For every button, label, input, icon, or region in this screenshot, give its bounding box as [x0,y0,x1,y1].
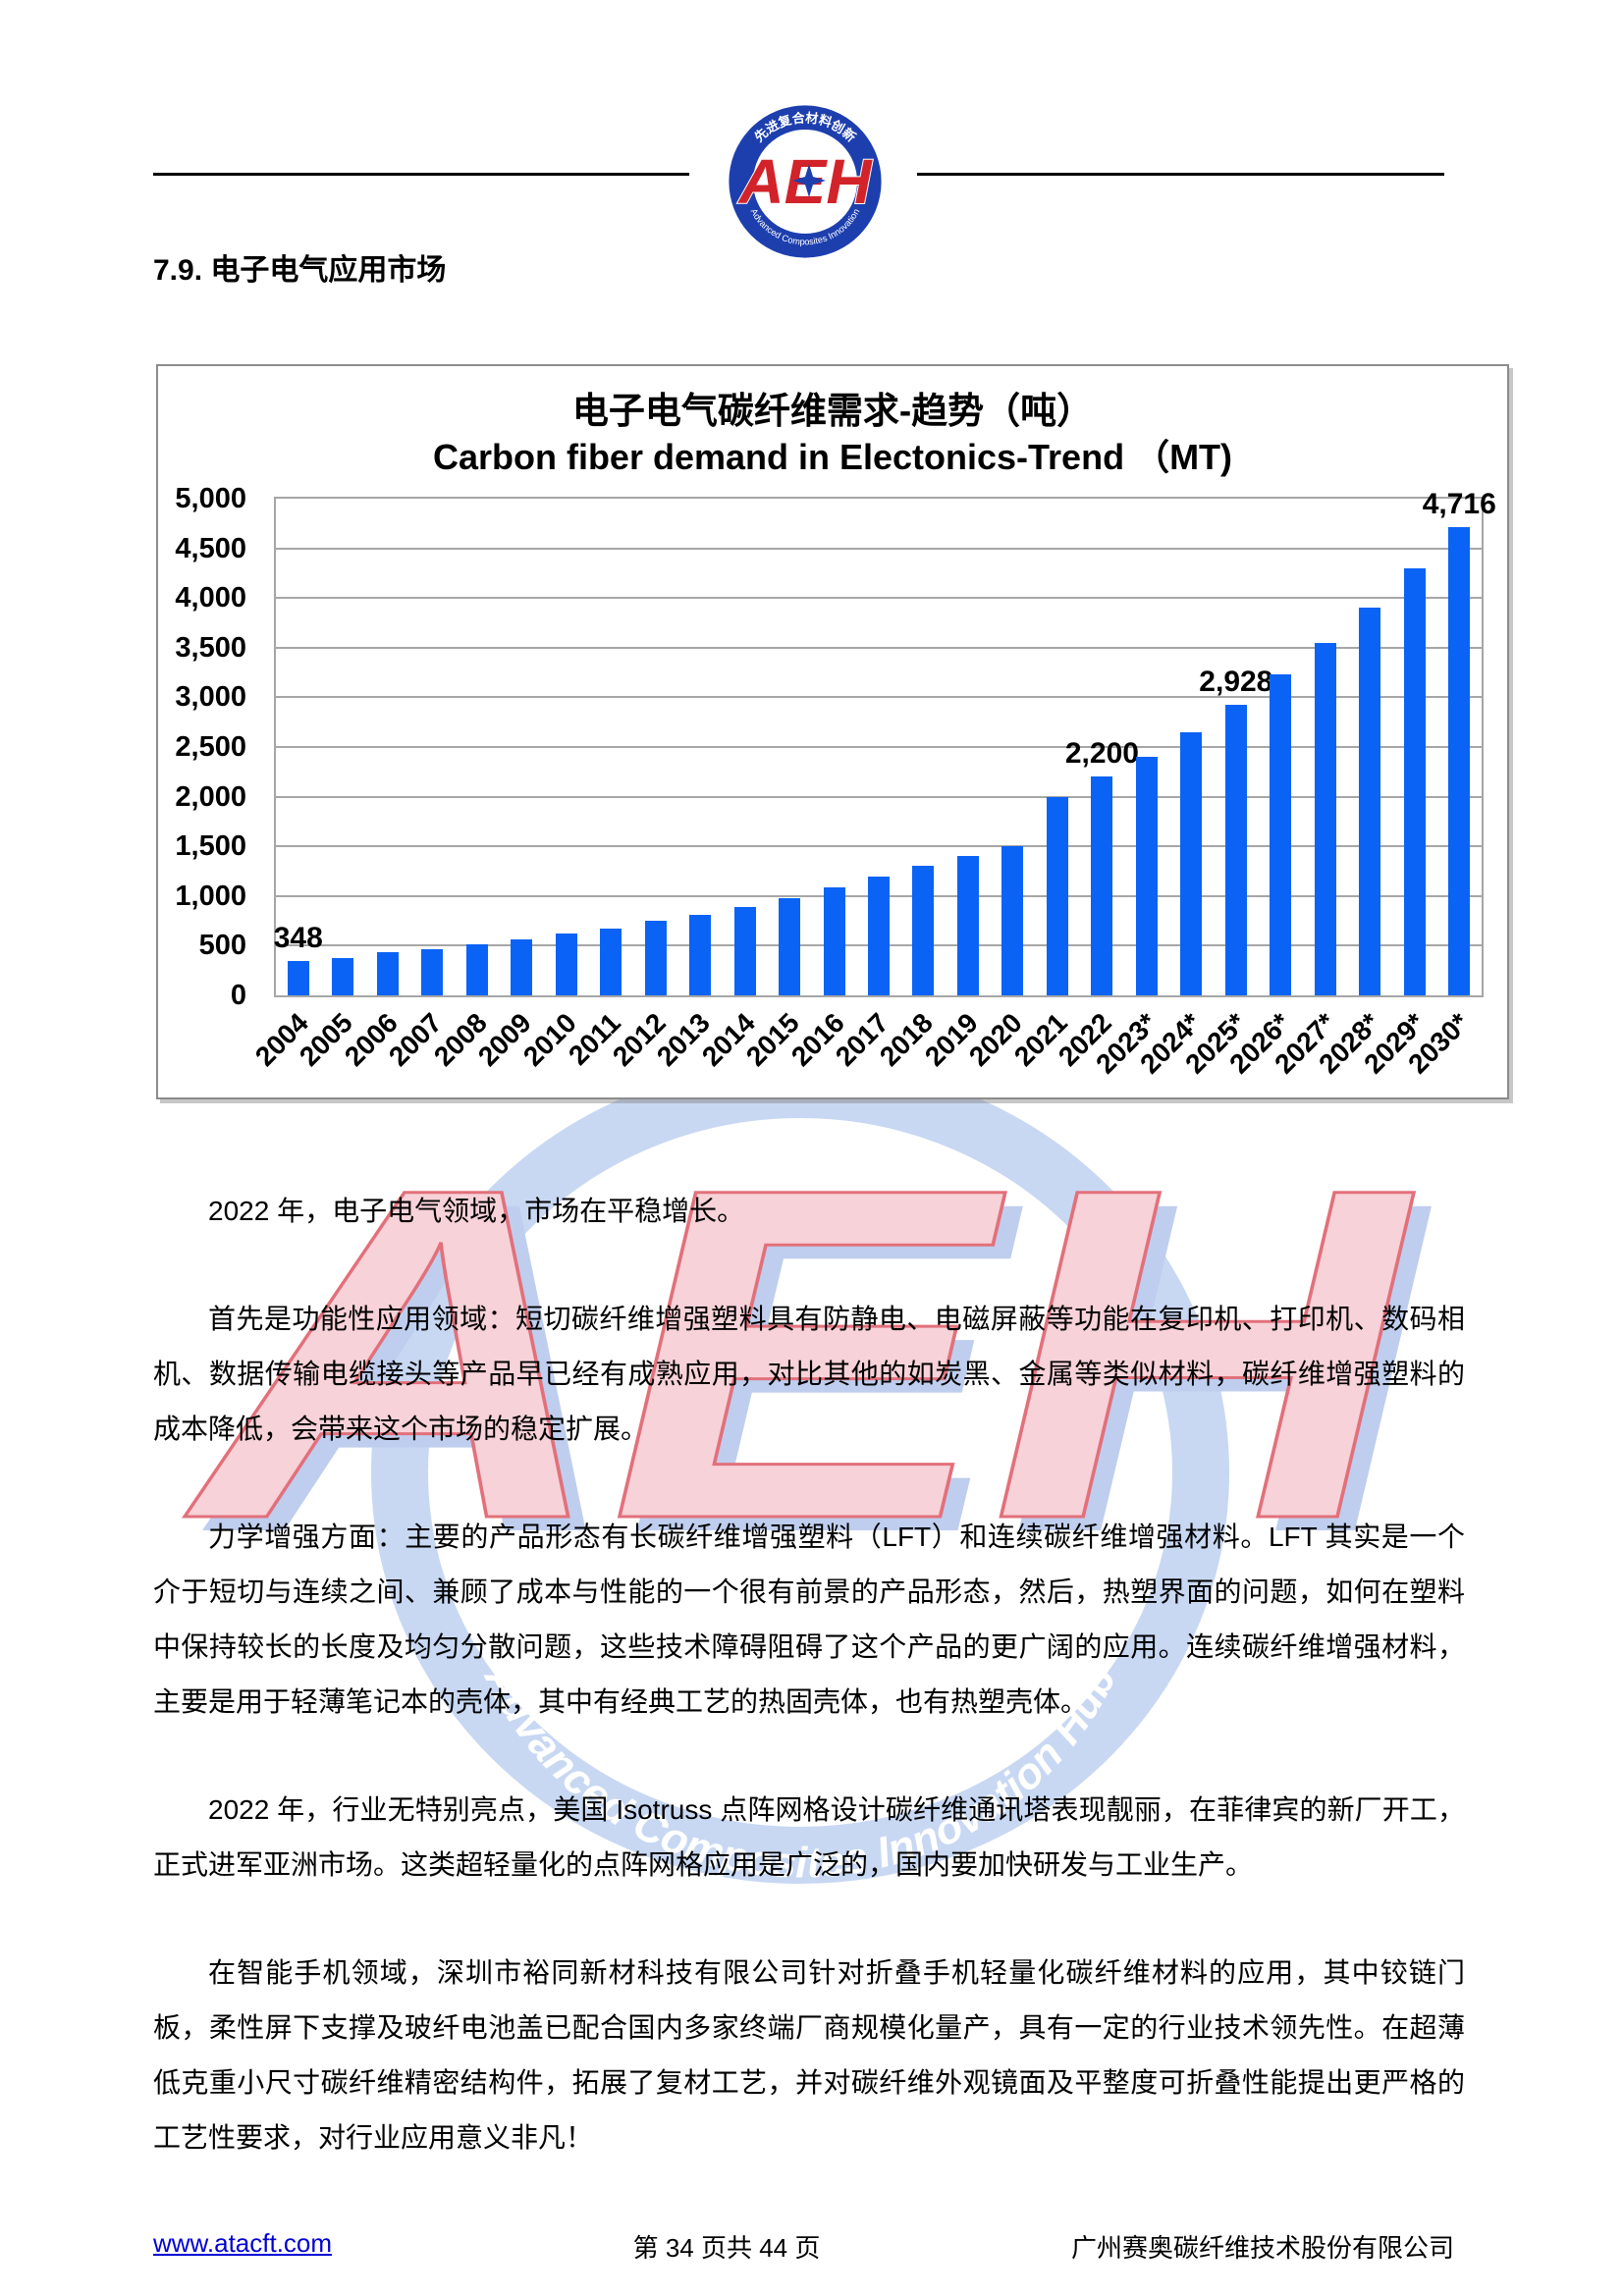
y-axis-label: 3,000 [175,681,246,714]
bar-2018 [912,866,935,995]
gridline [276,696,1482,699]
paragraph-3: 力学增强方面：主要的产品形态有长碳纤维增强塑料（LFT）和连续碳纤维增强材料。L… [153,1522,1465,1717]
chart-panel: 电子电气碳纤维需求-趋势（吨） Carbon fiber demand in E… [156,364,1509,1099]
paragraph-2: 首先是功能性应用领域：短切碳纤维增强塑料具有防静电、电磁屏蔽等功能在复印机、打印… [153,1304,1465,1444]
bar-value-label: 2,928 [1199,665,1273,698]
gridline [276,597,1482,600]
bar-2017 [868,876,890,995]
bar-value-label: 4,716 [1422,487,1496,520]
logo-star-icon [792,164,826,197]
bar-2020 [1001,846,1024,995]
watermark-letters-shadow: AEH [196,1103,1437,1630]
bar-2029* [1403,567,1426,995]
bar-2024* [1180,731,1203,995]
bar-2027* [1314,642,1336,995]
gridline [276,746,1482,748]
bar-2007 [421,949,444,995]
paragraph-1: 2022 年，电子电气领域，市场在平稳增长。 [208,1196,745,1226]
bar-2010 [555,934,577,995]
bar-2016 [823,886,845,995]
bar-2009 [511,939,533,995]
body-text: 2022 年，电子电气领域，市场在平稳增长。 首先是功能性应用领域：短切碳纤维增… [153,1184,1465,2218]
bar-2013 [689,915,712,995]
chart-title-zh: 电子电气碳纤维需求-趋势（吨） [571,391,1094,431]
bar-2019 [956,856,979,995]
bar-2012 [644,921,667,995]
plot-area: 0 500 1,000 1,500 2,000 2,500 3,000 3,500 4,000 4… [175,484,1495,1080]
bar-2025* [1224,704,1247,995]
bar-2014 [733,906,756,995]
bar-2015 [779,897,801,995]
y-axis-label: 2,500 [175,731,246,763]
gridline [276,795,1482,798]
bar-2005 [332,957,354,995]
y-axis-label: 2,000 [175,780,246,813]
header-rule-left [153,173,689,176]
y-axis-label: 4,000 [175,582,246,614]
bar-2008 [465,944,488,995]
y-axis-label: 5,000 [175,483,246,514]
y-axis-label: 3,500 [175,631,246,664]
bar-2028* [1359,608,1381,995]
y-axis-label: 500 [198,930,246,962]
chart-title-en: Carbon fiber demand in Electonics-Trend … [432,437,1233,477]
section-heading: 7.9. 电子电气应用市场 [153,254,447,287]
header-rule-right [917,173,1444,176]
paragraph-4: 2022 年，行业无特别亮点，美国 Isotruss 点阵网格设计碳纤维通讯塔表… [153,1794,1465,1880]
bar-2023* [1135,757,1158,995]
watermark-letters: AEH [179,1090,1420,1617]
bar-2022 [1091,776,1113,995]
y-axis-label: 1,500 [175,830,246,863]
bar-2006 [376,952,399,995]
paragraph-5: 在智能手机领域，深圳市裕同新材科技有限公司针对折叠手机轻量化碳纤维材料的应用，其… [153,1957,1465,2153]
bar-2021 [1046,796,1068,995]
gridline [276,845,1482,848]
y-axis-label: 0 [230,980,246,1011]
page-number: 第 34 页共 44 页 [632,2233,821,2263]
bar-2030* [1448,526,1471,995]
bar-2026* [1270,674,1292,995]
y-axis-label: 4,500 [175,532,246,564]
gridline [276,646,1482,649]
company-logo: 先进复合材料创新 Advanced Composites Innovation … [729,105,882,258]
logo-band [731,108,879,255]
website-link[interactable]: www.atacft.com [153,2228,333,2258]
bar-2011 [600,929,622,995]
gridline [276,547,1482,550]
bar-value-label: 348 [273,921,323,954]
bar-value-label: 2,200 [1064,737,1139,771]
bar-2004 [287,960,309,995]
company-name: 广州赛奥碳纤维技术股份有限公司 [1070,2233,1454,2263]
y-axis-label: 1,000 [175,880,246,912]
